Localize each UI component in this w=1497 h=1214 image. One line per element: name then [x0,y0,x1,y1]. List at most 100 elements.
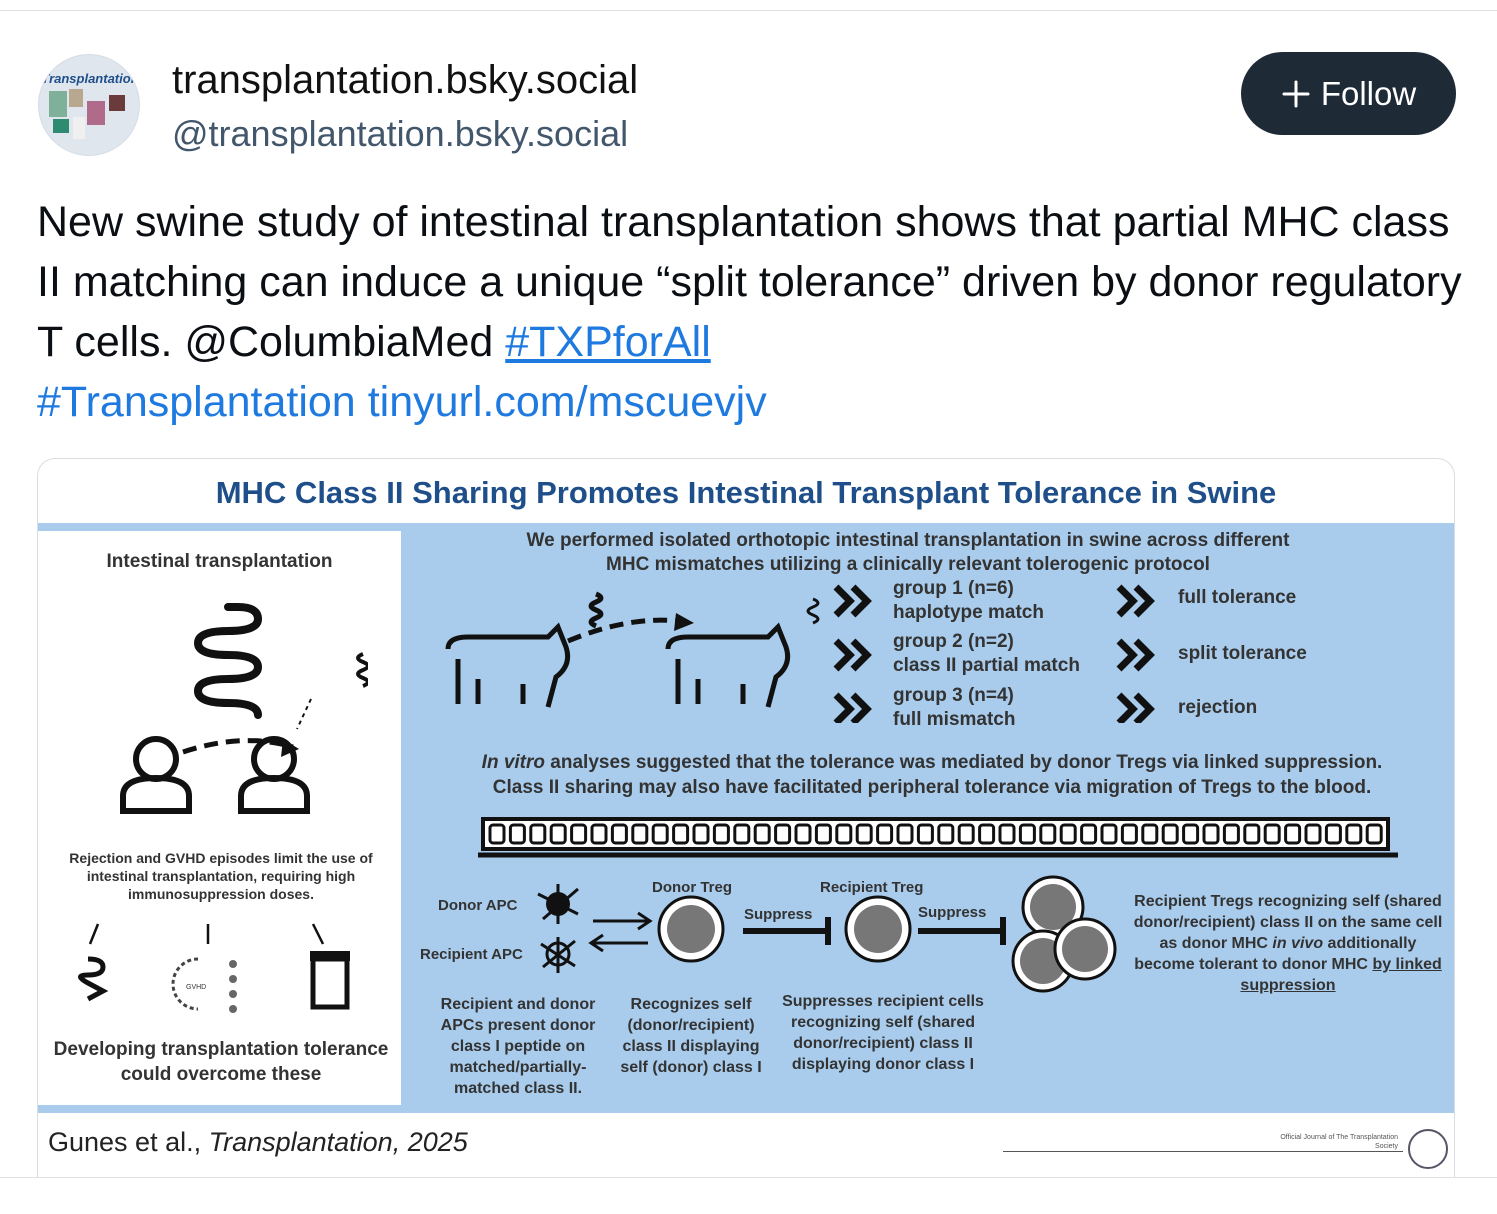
epithelial-cell [1141,823,1159,845]
epithelial-cell [753,823,771,845]
left-problem-text: Rejection and GVHD episodes limit the us… [69,850,373,902]
footer-rule [1003,1151,1403,1152]
left-heading: Intestinal transplantation [106,551,333,572]
hashtag-txpforall[interactable]: #TXPforAll [505,318,711,366]
group-3: group 3 (n=4) full mismatch [893,684,1015,732]
epithelial-cell [794,823,812,845]
avatar[interactable]: Transplantation [38,54,140,156]
recipient-treg-desc: Suppresses recipient cells recognizing s… [782,993,984,1073]
group-match: haplotype match [893,602,1044,623]
society-text: Official Journal of The Transplantation … [1280,1134,1398,1150]
right-desc: Recipient Tregs recognizing self (shared… [1133,893,1443,952]
swine-transplant-icon [445,591,820,708]
citation-authors: Gunes et al., [48,1127,209,1157]
epithelial-cell [651,823,669,845]
epithelial-cell [1018,823,1036,845]
epithelial-cell [1345,823,1363,845]
intro-text: We performed isolated orthotopic intesti… [526,530,1290,575]
invitro-line2: Class II sharing may also have facilitat… [492,777,1372,798]
recipient-apc-label: Recipient APC [420,946,523,963]
gvhd-label: GVHD [186,984,206,991]
epithelial-cell [937,823,955,845]
epithelial-cell [590,823,608,845]
epithelial-cell [1059,823,1077,845]
complications-icons: GVHD [78,923,350,1013]
post-image-graphical-abstract[interactable]: MHC Class II Sharing Promotes Intestinal… [37,458,1455,1177]
plus-icon [1282,80,1310,107]
group-1: group 1 (n=6) haplotype match [893,577,1044,625]
chevron-double-icons [833,584,872,723]
outcome-2: split tolerance [1178,643,1307,664]
epithelial-cell [529,823,547,845]
epithelial-cell [1100,823,1118,845]
group-match: class II partial match [893,655,1080,676]
right-desc-underline: by linked suppression [1240,956,1442,994]
epithelial-cell [1222,823,1240,845]
follow-label: Follow [1320,74,1417,112]
donor-treg-label: Donor Treg [652,879,733,896]
divider-top [0,10,1497,11]
epithelial-cell [712,823,730,845]
abstract-title: MHC Class II Sharing Promotes Intestinal… [215,475,1277,510]
post-text: New swine study of intestinal transplant… [37,192,1467,432]
post-body: New swine study of intestinal transplant… [37,198,1462,366]
right-mechanism-text: Recipient Tregs recognizing self (shared… [1128,891,1448,996]
epithelial-cell [1039,823,1057,845]
epithelial-cell [876,823,894,845]
society-seal-icon [1408,1129,1448,1169]
epithelial-cell [1263,823,1281,845]
epithelial-cell [1243,823,1261,845]
epithelial-cell [610,823,628,845]
epithelial-cell [957,823,975,845]
epithelial-cell [855,823,873,845]
epithelial-cell [1182,823,1200,845]
suppress-label-2: Suppress [918,902,987,923]
divider-bottom [0,1177,1497,1178]
epithelial-cell [998,823,1016,845]
outcome-1: full tolerance [1178,587,1297,608]
epithelial-cell [1324,823,1342,845]
epithelial-cell [1284,823,1302,845]
epithelial-cell [570,823,588,845]
epithelial-cell [508,823,526,845]
citation-journal: Transplantation, 2025 [208,1127,468,1157]
group-name: group 1 (n=6) [893,578,1014,599]
group-name: group 2 (n=2) [893,631,1014,652]
epithelial-cell [549,823,567,845]
hashtag-transplantation[interactable]: #Transplantation [37,378,356,426]
left-conclusion-text: Developing transplantation tolerance cou… [53,1039,389,1085]
intestine-transfer-icon [120,603,368,814]
apc-desc: Recipient and donor APCs present donor c… [440,996,596,1097]
intestinal-epithelium-icon [478,817,1398,858]
epithelial-cell [896,823,914,845]
epithelial-cell [835,823,853,845]
epithelial-cell [1120,823,1138,845]
epithelial-cell [1161,823,1179,845]
epithelial-cell [1202,823,1220,845]
epithelial-cell [1080,823,1098,845]
invitro-body: analyses suggested that the tolerance wa… [545,752,1383,773]
donor-apc-label: Donor APC [438,897,518,914]
epithelial-cell [692,823,710,845]
invitro-text: In vitro analyses suggested that the tol… [408,750,1454,800]
chevron-double-icons-outcome [1116,584,1155,723]
follow-button[interactable]: Follow [1241,52,1456,135]
right-desc-italic: in vivo [1272,935,1324,952]
group-name: group 3 (n=4) [893,685,1014,706]
suppress-label-1: Suppress [744,904,813,925]
epithelial-cell [733,823,751,845]
post-link[interactable]: tinyurl.com/mscuevjv [367,378,767,426]
epithelial-cell [631,823,649,845]
donor-treg-desc: Recognizes self (donor/recipient) class … [620,996,762,1076]
recipient-treg-label: Recipient Treg [820,879,924,896]
epithelial-cell [672,823,690,845]
epithelial-cell [1304,823,1322,845]
author-display-name[interactable]: transplantation.bsky.social [172,58,639,102]
author-handle[interactable]: @transplantation.bsky.social [172,113,629,154]
treg-mechanism-diagram [537,875,1117,993]
citation: Gunes et al., Transplantation, 2025 [48,1127,468,1158]
outcome-3: rejection [1178,697,1258,718]
avatar-logo-text: Transplantation [41,71,138,86]
epithelial-cell [1365,823,1383,845]
invitro-italic: In vitro [481,752,546,773]
